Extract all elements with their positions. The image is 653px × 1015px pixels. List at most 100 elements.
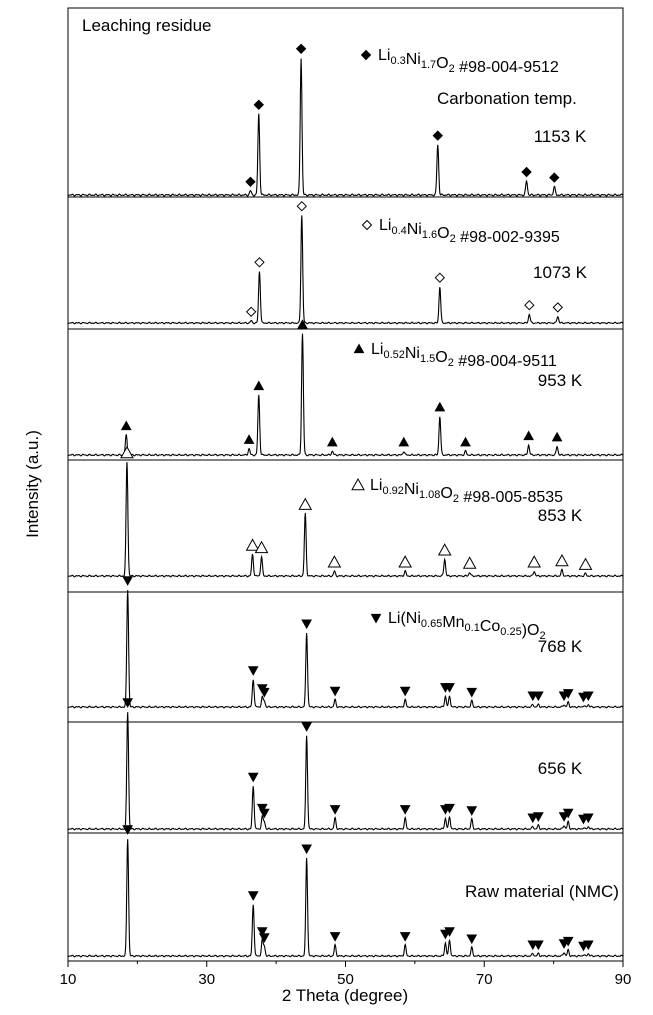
x-tick-label: 10 (60, 971, 77, 988)
legend-marker (360, 49, 372, 61)
peak-marker (460, 436, 471, 447)
peak-marker (326, 436, 338, 447)
panel-labels: 1153 K 1073 K 953 K 853 K 768 K 656 K Raw mate… (465, 127, 619, 901)
peak-marker (258, 687, 270, 698)
y-axis-label: Intensity (a.u.) (23, 430, 42, 538)
panel-label: 1153 K (534, 127, 587, 146)
peak-marker (555, 553, 569, 567)
peak-marker (122, 576, 134, 586)
peak-marker (329, 932, 341, 942)
peak-marker (523, 430, 534, 441)
chart-title: Leaching residue (82, 16, 211, 35)
x-axis: 10 30 50 70 90 (60, 961, 632, 988)
peak-marker (466, 806, 478, 816)
peak-marker (437, 543, 452, 556)
peak-marker (295, 43, 307, 55)
peak-marker (551, 431, 563, 442)
legend-marker (361, 219, 373, 231)
legend-label: Li0.4Ni1.6O2 #98-002-9395 (379, 217, 560, 246)
peak-marker (254, 257, 265, 268)
peak-marker (120, 420, 132, 431)
peak-marker (444, 927, 455, 937)
legend-marker (353, 343, 365, 354)
x-tick-label: 30 (198, 971, 215, 988)
peak-marker (434, 272, 446, 283)
peak-marker (247, 891, 259, 901)
peak-marker (562, 936, 574, 947)
peak-marker (521, 166, 532, 178)
peak-marker (253, 99, 264, 111)
peak-marker (258, 933, 270, 943)
peak-markers (120, 43, 594, 952)
x-tick-label: 90 (615, 971, 632, 988)
peak-marker (432, 130, 443, 141)
peak-marker (327, 555, 342, 568)
panel-label: 853 K (538, 506, 583, 525)
panel-label: 768 K (538, 637, 583, 656)
peak-marker (301, 619, 312, 630)
peak-marker (254, 540, 269, 554)
x-tick-label: 50 (337, 971, 354, 988)
panel-label: Raw material (NMC) (465, 882, 619, 901)
diffraction-trace (67, 58, 624, 197)
peak-marker (578, 557, 593, 570)
x-tick-label: 70 (476, 971, 493, 988)
peak-marker (527, 555, 542, 568)
peak-marker (582, 813, 594, 824)
peak-marker (399, 805, 411, 815)
peak-marker (247, 772, 259, 783)
peak-marker (256, 927, 268, 937)
peak-marker (122, 698, 134, 708)
peak-marker (533, 691, 544, 702)
peak-marker (329, 805, 341, 815)
panel-label: 656 K (538, 759, 583, 778)
plot-frame (67, 7, 624, 962)
diffraction-trace (67, 215, 624, 325)
peak-marker (524, 299, 535, 311)
peak-marker (444, 683, 455, 693)
legend-label: Li0.92Ni1.08O2 #98-005-8535 (370, 477, 563, 506)
peak-marker (466, 687, 478, 698)
peak-marker (582, 940, 594, 951)
peak-marker (245, 176, 256, 188)
peak-marker (301, 844, 312, 855)
peak-marker (398, 436, 410, 447)
peak-marker (434, 401, 446, 412)
peak-marker (256, 803, 268, 814)
panel-dividers (68, 196, 623, 834)
peak-marker (298, 497, 313, 510)
peak-marker (253, 380, 265, 391)
peak-marker (399, 686, 411, 697)
peak-marker (245, 538, 260, 551)
peak-marker (466, 934, 478, 945)
peak-marker (533, 812, 544, 822)
peak-marker (398, 555, 413, 568)
peak-marker (533, 940, 544, 951)
peak-marker (399, 932, 411, 942)
peak-marker (582, 691, 594, 702)
legend-label: Li0.52Ni1.5O2 #98-004-9511 (371, 341, 557, 370)
legend-marker (370, 613, 382, 624)
peak-marker (296, 200, 308, 212)
legend-marker (351, 477, 365, 491)
peak-marker (243, 434, 255, 444)
diffraction-trace (67, 462, 624, 578)
header-label: Carbonation temp. (437, 89, 577, 108)
diffraction-traces (67, 58, 624, 958)
peak-marker (552, 302, 563, 313)
legend-label: Li(Ni0.65Mn0.1Co0.25)O2 (388, 610, 546, 642)
peak-marker (245, 306, 257, 318)
peak-marker (247, 666, 259, 676)
diffraction-trace (67, 712, 624, 831)
peak-marker (462, 556, 477, 569)
panel-label: 953 K (538, 371, 583, 390)
diffraction-trace (67, 590, 624, 709)
peak-marker (297, 319, 308, 329)
legend-label: Li0.3Ni1.7O2 #98-004-9512 (378, 47, 559, 76)
peak-marker (527, 813, 539, 824)
peak-marker (329, 686, 341, 697)
panel-label: 1073 K (533, 263, 588, 282)
peak-marker (258, 808, 270, 819)
peak-marker (301, 722, 312, 732)
peak-marker (444, 803, 455, 814)
